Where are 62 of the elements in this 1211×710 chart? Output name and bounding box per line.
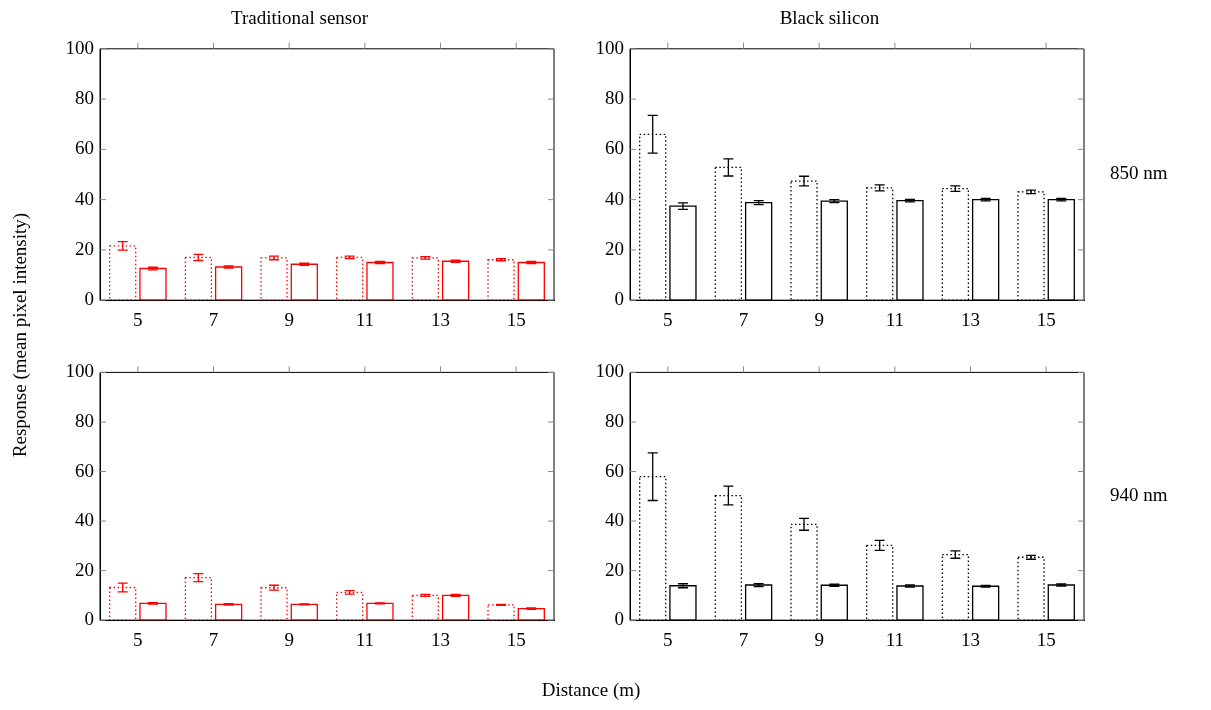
y-tick-label: 60: [605, 137, 624, 159]
y-tick-label: 20: [605, 558, 624, 580]
y-tick-label: 20: [605, 237, 624, 259]
x-tick-label: 9: [284, 628, 294, 650]
bar: [260, 587, 288, 621]
y-tick-label: 0: [614, 608, 624, 630]
y-tick-label: 40: [605, 509, 624, 531]
y-tick-label: 40: [75, 509, 94, 531]
y-tick-label: 40: [605, 187, 624, 209]
y-tick-label: 100: [595, 36, 624, 58]
x-tick-label: 15: [506, 628, 526, 650]
x-tick-label: 15: [506, 308, 526, 330]
bar: [109, 586, 137, 621]
x-tick-label: 11: [355, 628, 374, 650]
x-tick-label: 5: [133, 308, 143, 330]
x-tick-label: 7: [738, 628, 749, 650]
text: 850 nm: [1110, 162, 1168, 184]
y-tick-label: 100: [595, 360, 624, 382]
y-tick-label: 20: [75, 237, 94, 259]
x-tick-label: 5: [663, 628, 673, 650]
bar: [941, 553, 970, 621]
chart-title: Traditional sensor: [230, 7, 369, 29]
y-tick-label: 100: [65, 360, 94, 382]
y-tick-label: 80: [605, 87, 624, 109]
bar: [336, 591, 364, 621]
x-tick-label: 13: [431, 308, 450, 330]
y-tick-label: 60: [605, 459, 624, 481]
x-tick-label: 7: [208, 628, 219, 650]
text: 940 nm: [1110, 484, 1168, 506]
y-tick-label: 40: [75, 187, 94, 209]
x-tick-label: 11: [355, 308, 374, 330]
y-tick-label: 0: [84, 288, 94, 310]
x-tick-label: 11: [885, 308, 904, 330]
x-tick-label: 9: [814, 628, 824, 650]
x-tick-label: 11: [885, 628, 904, 650]
x-tick-label: 5: [133, 628, 143, 650]
y-tick-label: 20: [75, 558, 94, 580]
x-tick-label: 13: [431, 628, 450, 650]
y-axis-title: Response (mean pixel intensity): [9, 212, 31, 458]
bar: [411, 594, 440, 621]
y-tick-label: 0: [84, 608, 94, 630]
x-tick-label: 7: [208, 308, 219, 330]
x-tick-label: 5: [663, 308, 673, 330]
y-tick-label: 80: [605, 409, 624, 431]
x-axis-title: Distance (m): [541, 679, 641, 701]
x-tick-label: 15: [1036, 628, 1056, 650]
bar: [639, 133, 667, 301]
bar: [184, 576, 213, 621]
y-tick-label: 60: [75, 459, 94, 481]
x-tick-label: 13: [961, 308, 980, 330]
x-tick-label: 9: [284, 308, 294, 330]
x-tick-label: 9: [814, 308, 824, 330]
y-tick-label: 100: [65, 36, 94, 58]
x-tick-label: 7: [738, 308, 749, 330]
x-tick-label: 15: [1036, 308, 1056, 330]
x-tick-label: 13: [961, 628, 980, 650]
y-tick-label: 80: [75, 87, 94, 109]
y-tick-label: 0: [614, 288, 624, 310]
chart-title: Black silicon: [779, 7, 880, 29]
bar: [487, 604, 515, 621]
y-tick-label: 60: [75, 137, 94, 159]
y-tick-label: 80: [75, 409, 94, 431]
